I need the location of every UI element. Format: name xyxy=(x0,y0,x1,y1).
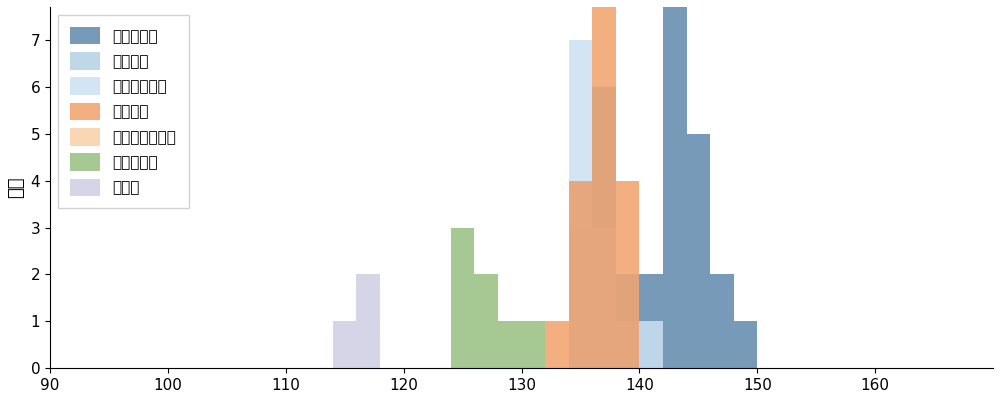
Bar xyxy=(569,180,592,368)
Bar xyxy=(710,274,734,368)
Bar xyxy=(569,228,592,368)
Bar xyxy=(569,40,592,368)
Bar xyxy=(498,321,522,368)
Bar xyxy=(734,321,757,368)
Bar xyxy=(451,228,474,368)
Bar xyxy=(545,321,569,368)
Bar xyxy=(616,180,639,368)
Bar xyxy=(356,274,380,368)
Bar xyxy=(639,321,663,368)
Bar xyxy=(333,321,356,368)
Bar xyxy=(616,274,639,368)
Bar xyxy=(663,0,687,368)
Bar xyxy=(522,321,545,368)
Y-axis label: 球数: 球数 xyxy=(7,177,25,198)
Bar xyxy=(616,321,639,368)
Legend: ストレート, シュート, カットボール, フォーク, チェンジアップ, スライダー, カーブ: ストレート, シュート, カットボール, フォーク, チェンジアップ, スライダ… xyxy=(58,14,189,208)
Bar xyxy=(687,134,710,368)
Bar xyxy=(592,228,616,368)
Bar xyxy=(592,87,616,368)
Bar xyxy=(592,0,616,368)
Bar xyxy=(474,274,498,368)
Bar xyxy=(639,274,663,368)
